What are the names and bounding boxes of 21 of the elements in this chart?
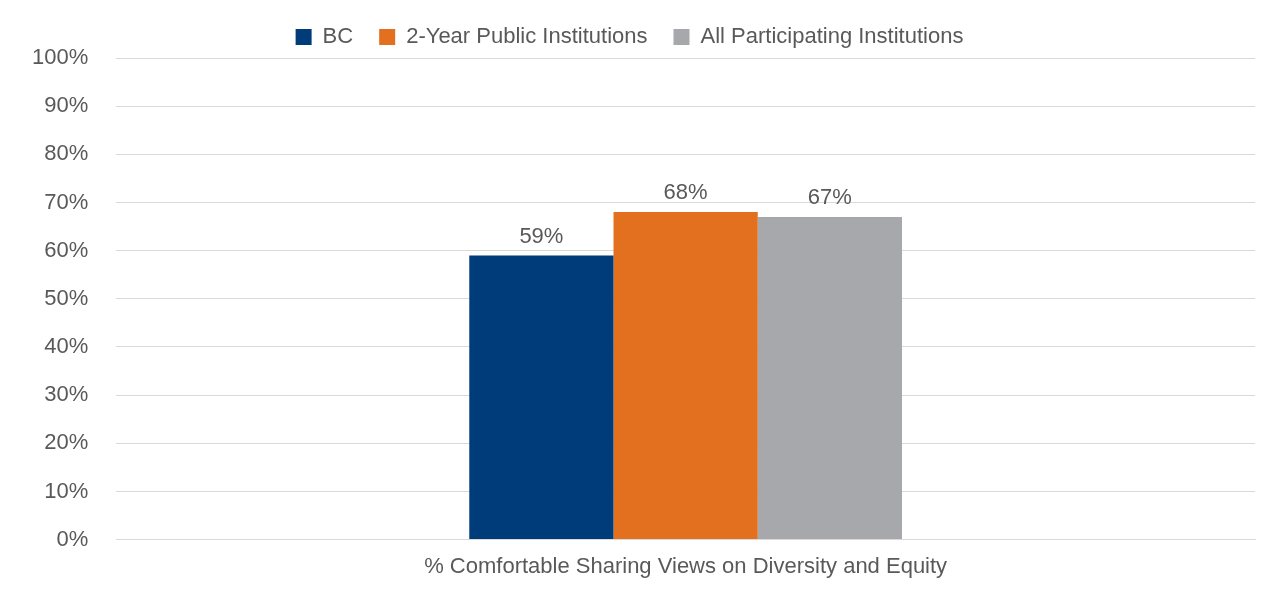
data-label: 68% (663, 179, 708, 205)
y-tick-label: 20% (44, 429, 89, 455)
legend-label: BC (322, 23, 354, 49)
data-label: 67% (807, 183, 852, 209)
y-tick-label: 90% (44, 92, 89, 118)
data-label: 59% (519, 222, 564, 248)
x-tick-label: % Comfortable Sharing Views on Diversity and Equity (424, 552, 948, 578)
y-tick-label: 40% (44, 333, 89, 359)
bar (757, 216, 902, 540)
bar (613, 212, 758, 540)
y-tick-label: 60% (44, 236, 89, 262)
bar (469, 255, 614, 540)
legend-label: All Participating Institutions (700, 23, 964, 49)
y-tick-label: 30% (44, 381, 89, 407)
y-tick-label: 100% (31, 44, 89, 70)
y-tick-label: 10% (44, 477, 89, 503)
y-tick-label: 80% (44, 140, 89, 166)
y-tick-label: 0% (56, 525, 89, 551)
y-tick-label: 50% (44, 284, 89, 310)
legend-label: 2-Year Public Institutions (406, 23, 648, 49)
y-tick-label: 70% (44, 188, 89, 214)
